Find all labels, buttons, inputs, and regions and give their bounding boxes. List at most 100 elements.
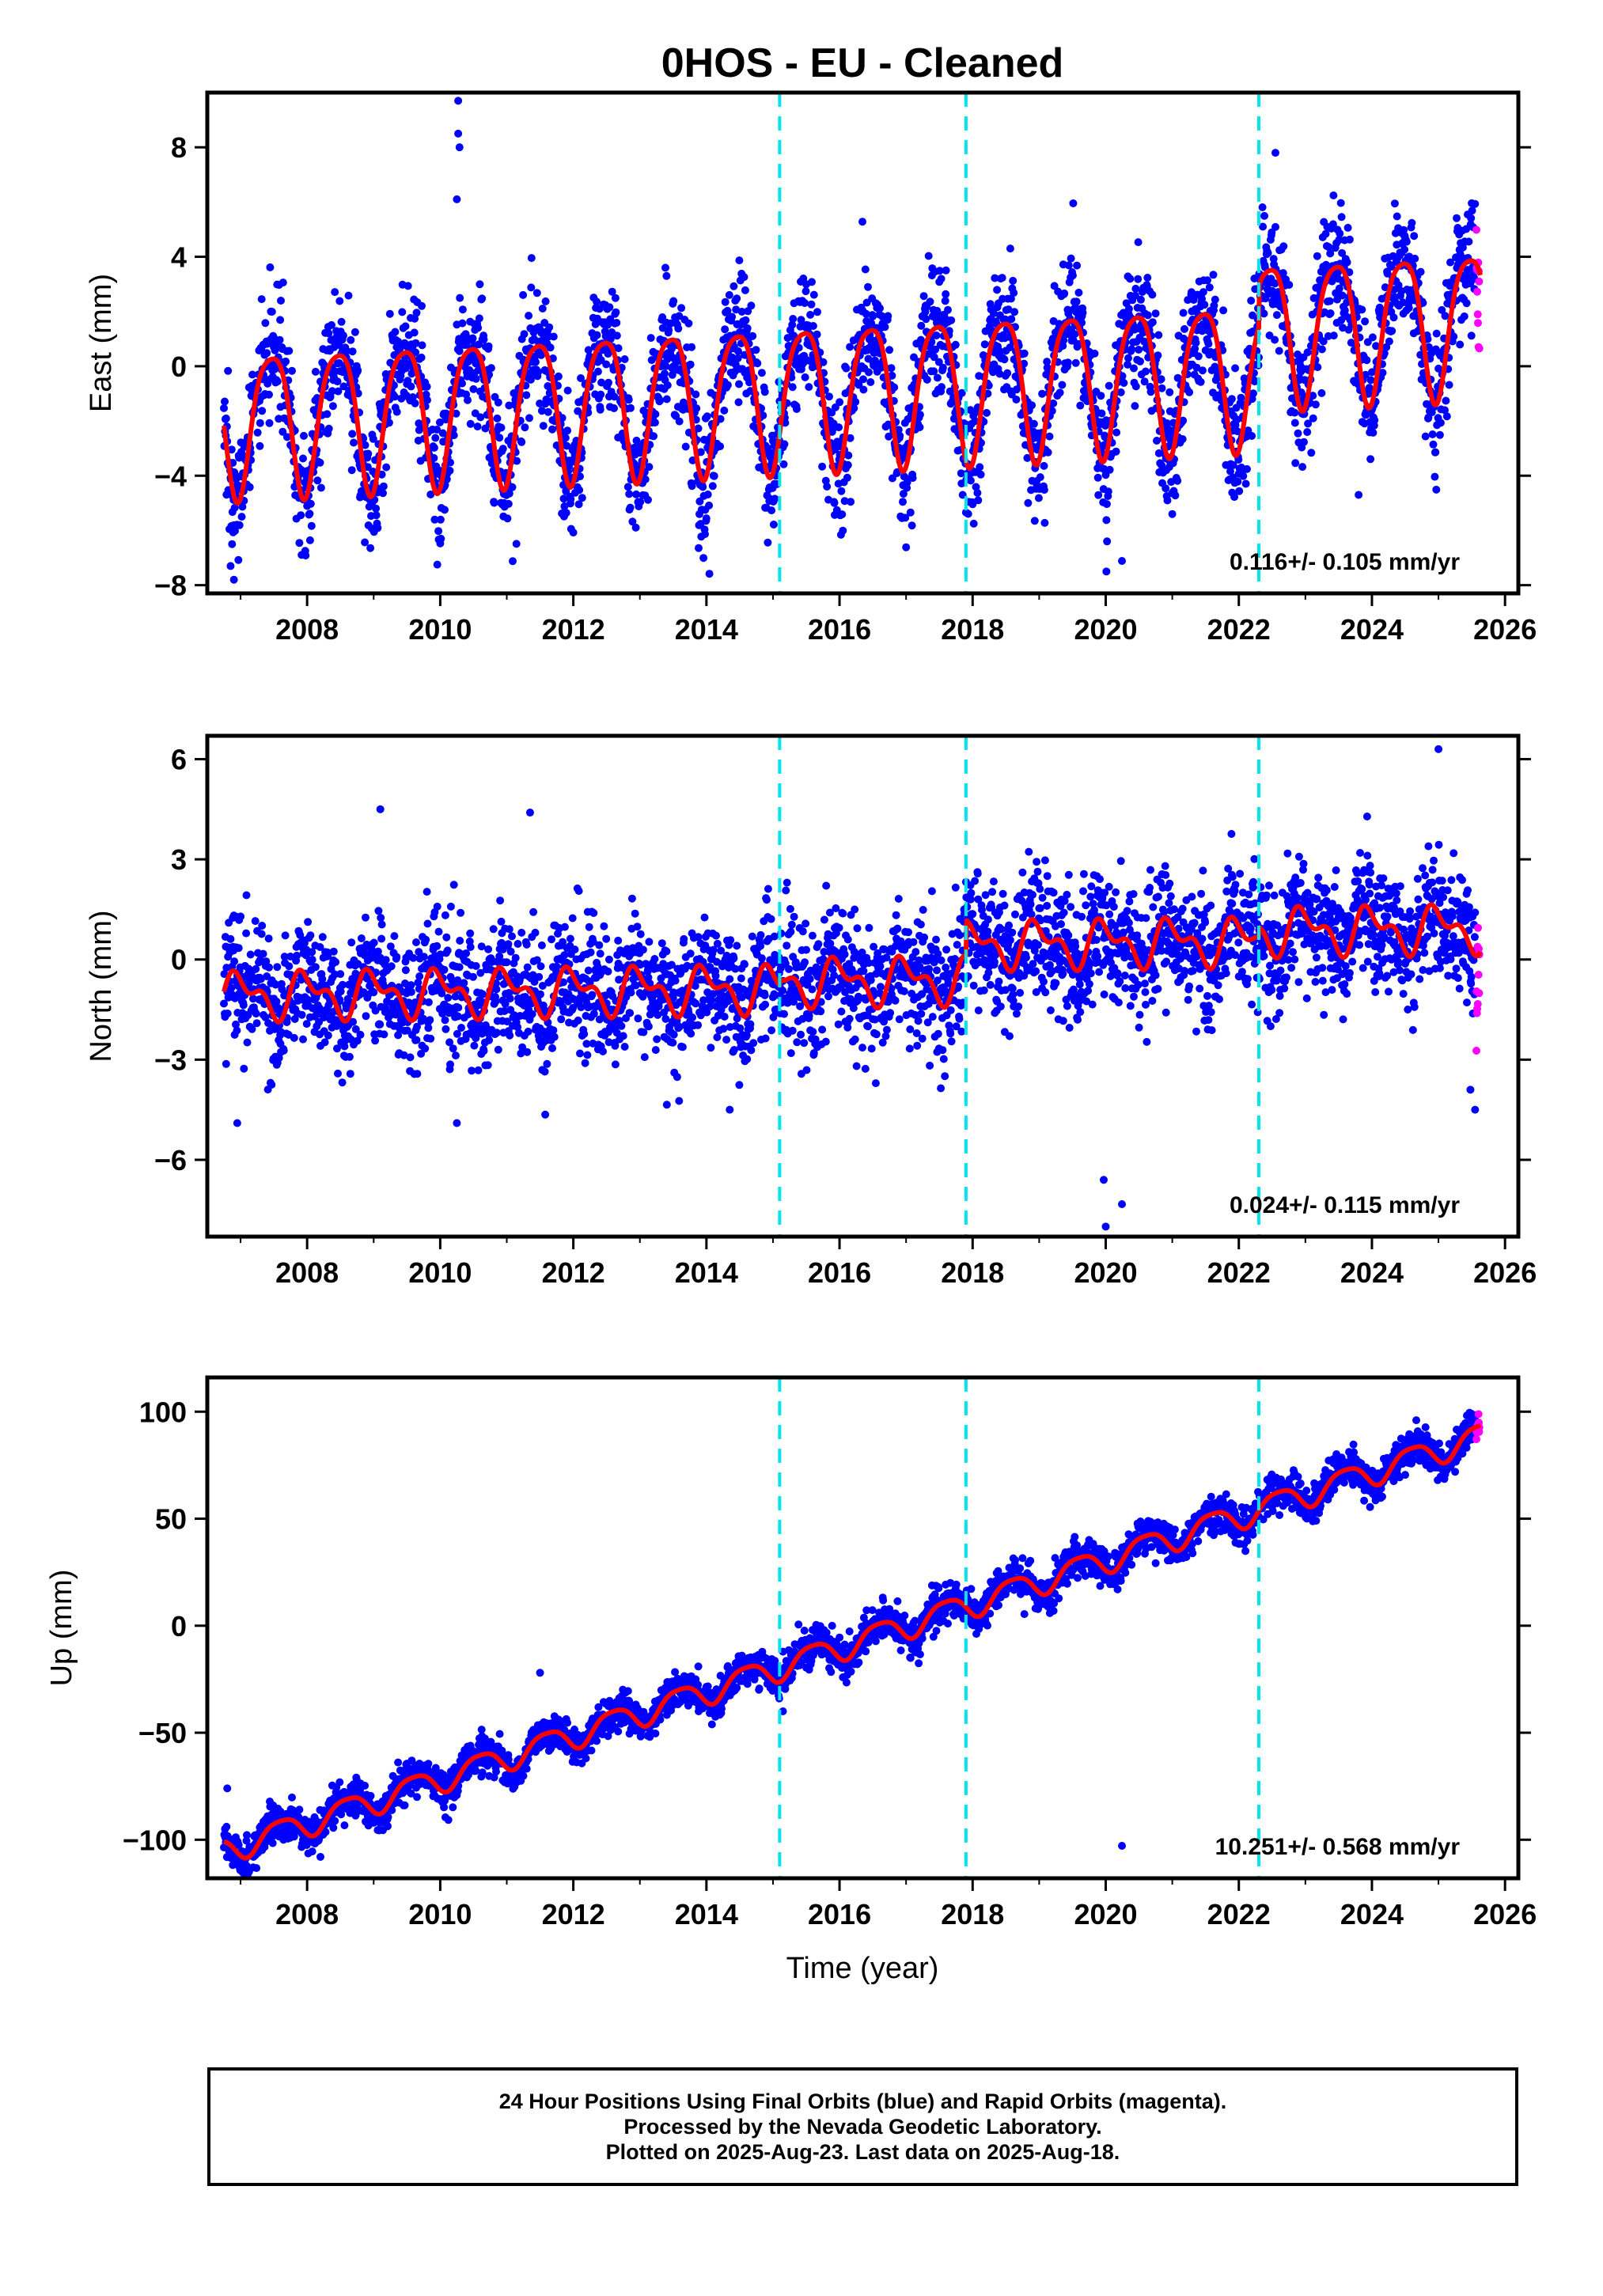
final-orbit-point xyxy=(1067,254,1075,263)
final-orbit-point xyxy=(483,1061,492,1070)
final-orbit-point xyxy=(741,286,749,294)
final-orbit-point xyxy=(605,303,614,312)
final-orbit-point xyxy=(600,922,608,930)
final-orbit-point xyxy=(1279,269,1287,278)
final-orbit-point xyxy=(285,962,294,971)
y-tick-label: 3 xyxy=(171,843,187,876)
final-orbit-point xyxy=(376,1020,385,1029)
outlier-point xyxy=(454,129,463,138)
final-orbit-point xyxy=(263,349,271,358)
final-orbit-point xyxy=(479,335,488,343)
final-orbit-point xyxy=(1321,229,1330,238)
final-orbit-point xyxy=(423,396,431,404)
final-orbit-point xyxy=(574,887,583,896)
final-orbit-point xyxy=(470,1041,479,1050)
final-orbit-point xyxy=(1187,288,1196,297)
final-orbit-point xyxy=(501,999,510,1008)
final-orbit-point xyxy=(734,398,743,407)
final-orbit-point xyxy=(441,911,449,919)
final-orbit-point xyxy=(721,297,729,306)
final-orbit-point xyxy=(1040,486,1048,494)
final-orbit-point xyxy=(859,385,868,394)
final-orbit-point xyxy=(504,499,513,508)
final-orbit-point xyxy=(619,1032,627,1040)
final-orbit-point xyxy=(1180,324,1188,333)
final-orbit-point xyxy=(1205,283,1214,292)
final-orbit-point xyxy=(331,288,339,297)
final-orbit-point xyxy=(737,974,745,983)
final-orbit-point xyxy=(606,335,615,343)
final-orbit-point xyxy=(746,1020,755,1029)
final-orbit-point xyxy=(242,929,251,938)
final-orbit-point xyxy=(372,504,381,513)
final-orbit-point xyxy=(876,304,884,313)
final-orbit-point xyxy=(1387,263,1396,271)
final-orbit-point xyxy=(1243,464,1251,473)
final-orbit-point xyxy=(788,383,797,392)
final-orbit-point xyxy=(844,451,853,460)
final-orbit-point xyxy=(385,309,394,318)
final-orbit-point xyxy=(1319,337,1328,346)
final-orbit-point xyxy=(980,340,989,349)
final-orbit-point xyxy=(438,989,446,998)
final-orbit-point xyxy=(1134,275,1143,283)
final-orbit-point xyxy=(1006,244,1014,253)
final-orbit-point xyxy=(234,944,243,953)
final-orbit-point xyxy=(583,1051,592,1059)
final-orbit-point xyxy=(523,963,532,972)
final-orbit-point xyxy=(976,470,985,479)
final-orbit-point xyxy=(445,1038,454,1047)
final-orbit-point xyxy=(838,510,847,519)
final-orbit-point xyxy=(406,1053,415,1062)
final-orbit-point xyxy=(494,398,502,407)
final-orbit-point xyxy=(401,979,409,987)
final-orbit-point xyxy=(680,934,688,943)
final-orbit-point xyxy=(1006,343,1014,352)
final-orbit-point xyxy=(267,1081,276,1089)
final-orbit-point xyxy=(1237,393,1245,402)
final-orbit-point xyxy=(549,1026,558,1035)
final-orbit-point xyxy=(353,1036,362,1045)
final-orbit-point xyxy=(713,1033,722,1041)
final-orbit-point xyxy=(474,1066,483,1074)
panel-north: 2008 2010 2012 2014 2016 2018 2020 2022 2024 2026… xyxy=(85,733,1537,1289)
final-orbit-point xyxy=(593,331,601,339)
final-orbit-point xyxy=(589,938,597,946)
final-orbit-point xyxy=(1264,248,1272,257)
final-orbit-point xyxy=(915,411,924,419)
final-orbit-point xyxy=(525,414,533,422)
final-orbit-point xyxy=(1040,518,1049,527)
final-orbit-point xyxy=(423,919,432,928)
final-orbit-point xyxy=(1153,437,1161,445)
final-orbit-point xyxy=(585,923,593,931)
observations xyxy=(220,744,1480,1231)
final-orbit-point xyxy=(862,298,871,307)
final-orbit-point xyxy=(720,1013,729,1021)
final-orbit-point xyxy=(357,934,366,942)
outlier-point xyxy=(1355,491,1363,499)
final-orbit-point xyxy=(694,1021,703,1029)
final-orbit-point xyxy=(1045,432,1054,441)
x-tick-label: 2014 xyxy=(675,613,738,646)
final-orbit-point xyxy=(400,1051,408,1059)
final-orbit-point xyxy=(1194,352,1203,361)
final-orbit-point xyxy=(802,287,810,296)
final-orbit-point xyxy=(433,942,441,950)
final-orbit-point xyxy=(320,1038,329,1047)
final-orbit-point xyxy=(705,501,714,510)
final-orbit-point xyxy=(922,315,930,324)
final-orbit-point xyxy=(1329,191,1338,199)
final-orbit-point xyxy=(311,963,320,972)
final-orbit-point xyxy=(281,931,290,940)
final-orbit-point xyxy=(899,490,908,498)
final-orbit-point xyxy=(369,434,377,443)
final-orbit-point xyxy=(433,902,441,911)
final-orbit-point xyxy=(686,360,695,369)
final-orbit-point xyxy=(589,909,598,917)
final-orbit-point xyxy=(1143,311,1152,320)
final-orbit-point xyxy=(661,362,670,370)
final-orbit-point xyxy=(259,949,267,958)
final-orbit-point xyxy=(653,1035,661,1044)
final-orbit-point xyxy=(821,476,830,485)
final-orbit-point xyxy=(1340,306,1349,315)
